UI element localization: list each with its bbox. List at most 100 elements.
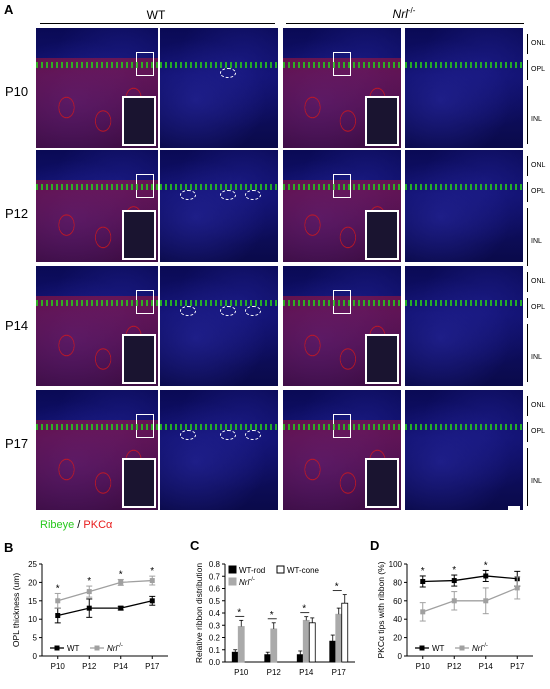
layer-bracket [527,396,528,416]
micrograph-tile [36,390,158,510]
x-tick-label: P12 [82,662,97,671]
legend-swatch [276,565,285,574]
x-tick-label: P14 [479,662,494,671]
x-tick-label: P12 [267,668,282,677]
layer-label-opl: OPL [531,428,546,435]
x-tick-label: P14 [299,668,314,677]
layer-label-inl: INL [531,238,542,245]
legend-ribeye: Ribeye [40,519,75,531]
bar [264,654,272,663]
nuclei-background [160,266,278,386]
significance-marker: * [87,576,91,587]
layer-label-onl: ONL [531,162,546,169]
series-line [57,600,153,617]
ribeye-band [36,62,158,68]
panel-d-letter: D [370,538,380,553]
significance-marker: * [150,566,154,577]
ribbon-cluster-outline [245,430,261,440]
x-tick-label: P17 [145,662,160,671]
x-tick-label: P10 [234,668,249,677]
nuclei-background [160,150,278,262]
scale-bar [508,506,520,510]
data-point [55,613,61,619]
y-axis-label-part: tips with ribbon (%) [376,561,386,636]
significance-marker: * [484,560,488,571]
ribbon-cluster-outline [245,306,261,316]
layer-label-opl: OPL [531,188,546,195]
micrograph-tile [160,390,278,510]
series-line [422,575,518,583]
y-axis-label: Relative ribbon distribution [194,563,204,663]
significance-marker: * [237,607,241,618]
layer-label-opl: OPL [531,304,546,311]
ribeye-band [405,424,523,430]
age-label-p17: P17 [5,436,29,451]
y-tick-label: 10 [28,615,37,624]
ribeye-band [405,300,523,306]
x-tick-label: P10 [51,662,66,671]
significance-marker: * [302,604,306,615]
y-tick-label: 15 [28,597,37,606]
y-tick-label: 0.3 [209,621,221,630]
stain-legend: Ribeye / PKCα [40,519,112,531]
micrograph-tile [283,150,401,262]
legend-marker [54,645,60,651]
legend-label: WT-cone [287,566,320,575]
nuclei-background [405,390,523,510]
significance-marker: * [335,582,339,593]
panel-b-letter: B [4,540,14,555]
ribbon-cluster-outline [220,430,236,440]
bar [302,619,310,663]
ribeye-band [405,184,523,190]
micrograph-tile [283,390,401,510]
significance-marker: * [119,569,123,580]
legend-label-base: Nrl [472,644,482,653]
legend-swatch [228,565,237,574]
legend-marker [459,645,465,651]
layer-bracket [527,422,528,442]
layer-label-inl: INL [531,116,542,123]
micrograph-tile [160,266,278,386]
y-tick-label: 0.1 [209,646,221,655]
legend-label: Nrl-/- [107,643,123,653]
legend-label-sup: -/- [117,643,123,649]
bar [329,640,337,663]
x-tick-label: P17 [332,668,347,677]
zoom-inset [122,458,156,508]
micrograph-tile [36,266,158,386]
x-tick-label: P17 [510,662,525,671]
y-tick-label: 60 [393,597,402,606]
micrograph-tile [36,150,158,262]
legend-label-base: WT-cone [287,566,320,575]
x-tick-label: P14 [114,662,129,671]
bar [341,602,349,663]
legend-separator: / [74,519,84,531]
layer-bracket [527,272,528,292]
layer-bracket [527,86,528,144]
layer-label-inl: INL [531,478,542,485]
y-tick-label: 0 [33,652,38,661]
group-title-wt: WT [146,8,166,22]
micrograph-tile [283,266,401,386]
data-point [55,598,61,604]
micrograph-tile [283,28,401,148]
y-tick-label: 0.5 [209,597,221,606]
legend-label-base: WT [432,644,445,653]
ribbon-cluster-outline [220,190,236,200]
micrograph-tile [160,28,278,148]
bar [335,613,343,663]
data-point [149,598,155,604]
bar [270,628,278,663]
x-tick-label: P12 [447,662,462,671]
legend-swatch [228,577,237,586]
ribeye-band [283,184,401,190]
legend-label-base: WT [67,644,80,653]
panel-a-letter: A [4,2,14,17]
y-tick-label: 0 [398,652,403,661]
series-line [57,579,153,602]
layer-label-opl: OPL [531,66,546,73]
bar [237,626,245,663]
significance-marker: * [421,566,425,577]
data-point [118,579,124,585]
age-label-p12: P12 [5,206,29,221]
